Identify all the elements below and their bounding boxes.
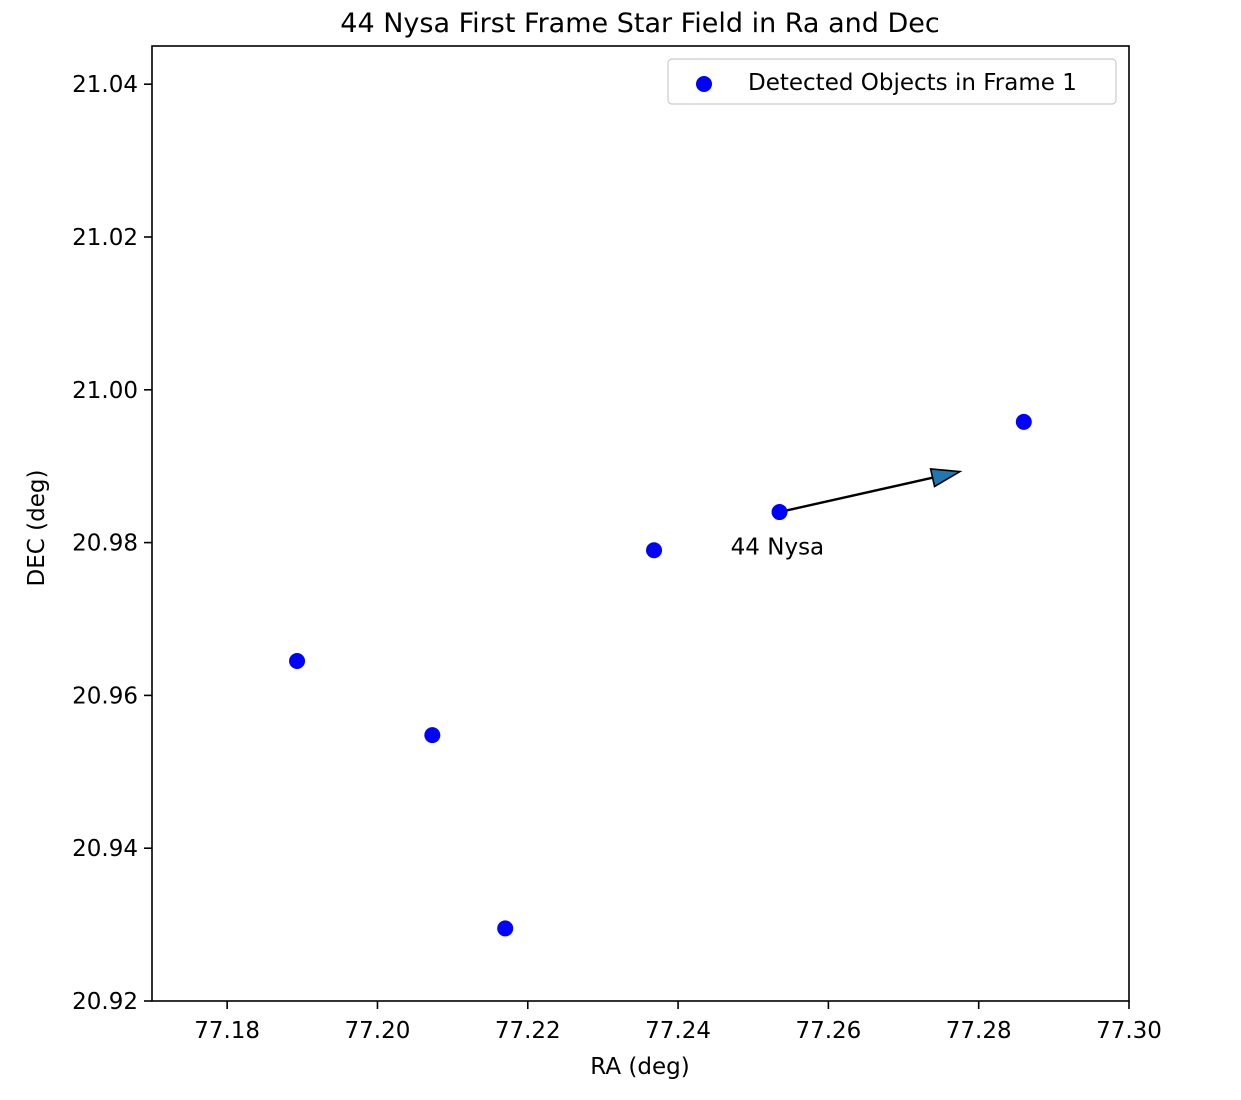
annotation-labels: 44 Nysa <box>731 534 824 560</box>
y-tick-label: 20.92 <box>72 989 138 1015</box>
data-point <box>1015 413 1032 430</box>
y-tick-label: 20.98 <box>72 531 138 557</box>
x-tick-label: 77.26 <box>795 1018 861 1044</box>
legend-box <box>667 58 1117 105</box>
x-axis: 77.18 77.20 77.22 77.24 77.26 77.28 77.30 <box>194 1001 1162 1044</box>
x-tick-label: 77.24 <box>645 1018 711 1044</box>
data-point <box>424 727 441 744</box>
x-tick-label: 77.28 <box>946 1018 1012 1044</box>
legend-marker <box>696 76 712 92</box>
data-point <box>771 504 788 521</box>
x-tick-label: 77.20 <box>345 1018 411 1044</box>
y-tick-label: 20.96 <box>72 683 138 709</box>
data-point <box>289 653 306 670</box>
y-axis: 20.92 20.94 20.96 20.98 21.00 21.02 21.04 <box>72 72 152 1015</box>
y-tick-label: 21.00 <box>72 378 138 404</box>
y-tick-label: 21.04 <box>72 72 138 98</box>
annotation-arrow-shaft <box>779 476 933 514</box>
legend: Detected Objects in Frame 1 <box>667 58 1117 105</box>
x-tick-label: 77.30 <box>1096 1018 1162 1044</box>
legend-label: Detected Objects in Frame 1 <box>748 70 1077 96</box>
annotation-label: 44 Nysa <box>731 534 824 560</box>
x-tick-label: 77.18 <box>194 1018 260 1044</box>
data-point <box>646 542 663 559</box>
y-tick-label: 20.94 <box>72 836 138 862</box>
plot-frame <box>151 45 1130 1002</box>
y-axis-label: DEC (deg) <box>24 470 50 587</box>
y-tick-label: 21.02 <box>72 225 138 251</box>
x-tick-label: 77.22 <box>495 1018 561 1044</box>
annotation-arrow-head <box>929 468 963 488</box>
data-points <box>289 413 1032 937</box>
data-point <box>497 920 514 937</box>
x-axis-label: RA (deg) <box>590 1054 689 1080</box>
plot-area <box>151 45 1130 1002</box>
annotation-arrows <box>779 468 963 514</box>
chart-title: 44 Nysa First Frame Star Field in Ra and… <box>340 8 939 39</box>
